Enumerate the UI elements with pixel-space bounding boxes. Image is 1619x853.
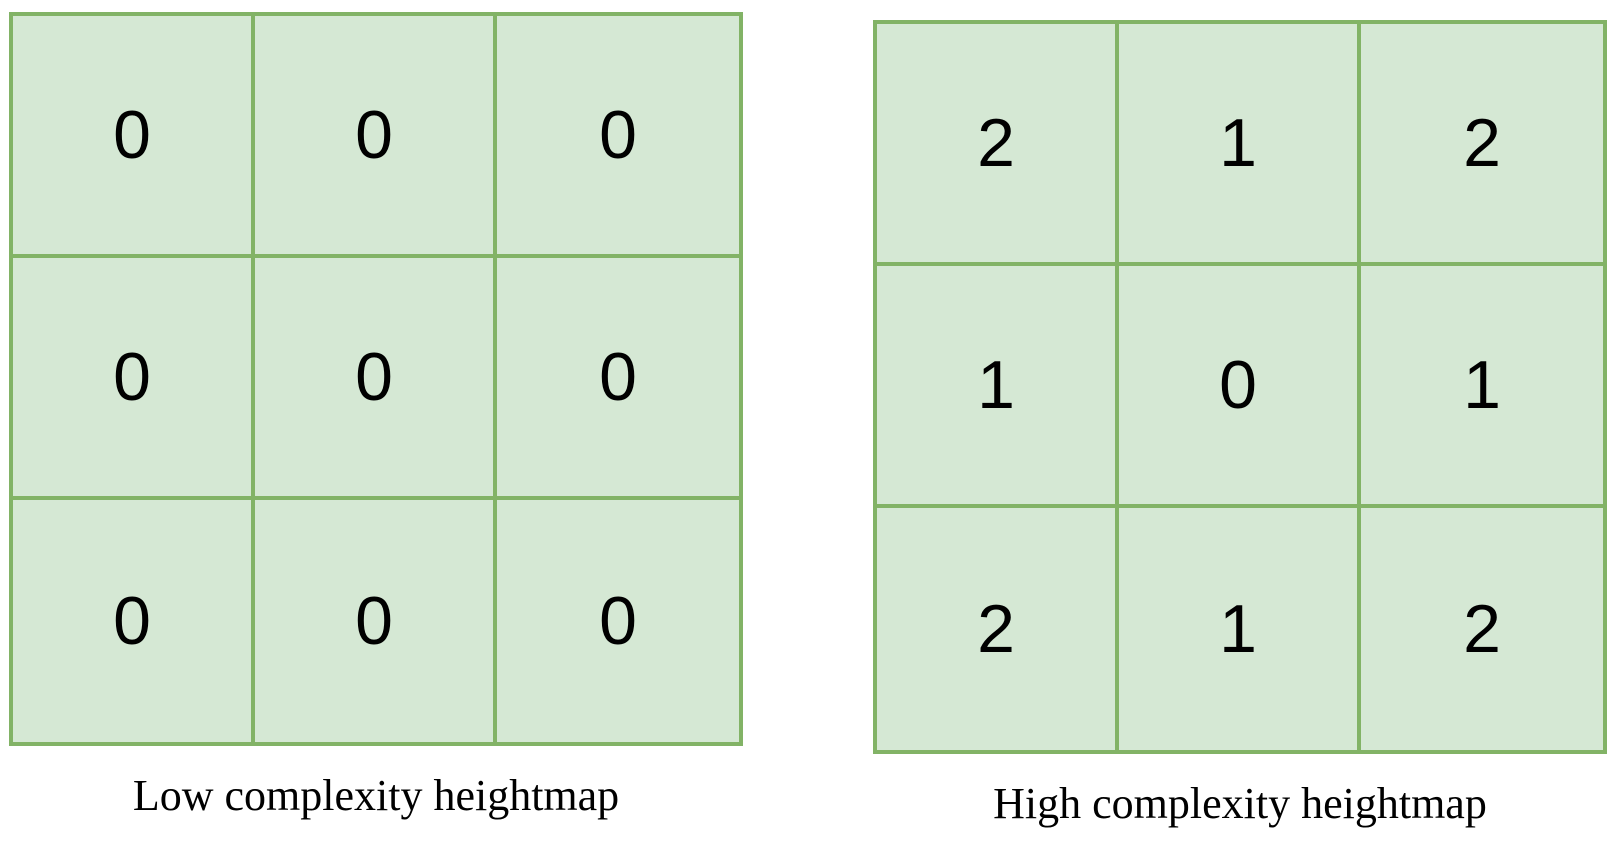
high-complexity-caption: High complexity heightmap xyxy=(993,779,1487,828)
heightmap-cell: 0 xyxy=(255,16,497,258)
heightmap-cell: 0 xyxy=(255,500,497,742)
heightmap-cell: 0 xyxy=(497,16,739,258)
heightmap-cell: 2 xyxy=(877,508,1119,750)
heightmap-cell: 0 xyxy=(13,16,255,258)
heightmap-cell: 2 xyxy=(1361,24,1603,266)
high-complexity-heightmap-grid: 2 1 2 1 0 1 2 1 2 xyxy=(873,20,1607,754)
heightmap-cell: 0 xyxy=(497,258,739,500)
low-complexity-heightmap-grid: 0 0 0 0 0 0 0 0 0 xyxy=(9,12,743,746)
heightmap-cell: 1 xyxy=(1119,508,1361,750)
heightmap-cell: 0 xyxy=(13,258,255,500)
low-complexity-caption: Low complexity heightmap xyxy=(132,771,620,820)
heightmap-cell: 0 xyxy=(497,500,739,742)
heightmap-cell: 1 xyxy=(877,266,1119,508)
heightmap-cell: 0 xyxy=(255,258,497,500)
heightmap-cell: 2 xyxy=(1361,508,1603,750)
heightmap-cell: 1 xyxy=(1361,266,1603,508)
heightmap-cell: 0 xyxy=(13,500,255,742)
heightmap-cell: 1 xyxy=(1119,24,1361,266)
heightmap-cell: 2 xyxy=(877,24,1119,266)
heightmap-cell: 0 xyxy=(1119,266,1361,508)
